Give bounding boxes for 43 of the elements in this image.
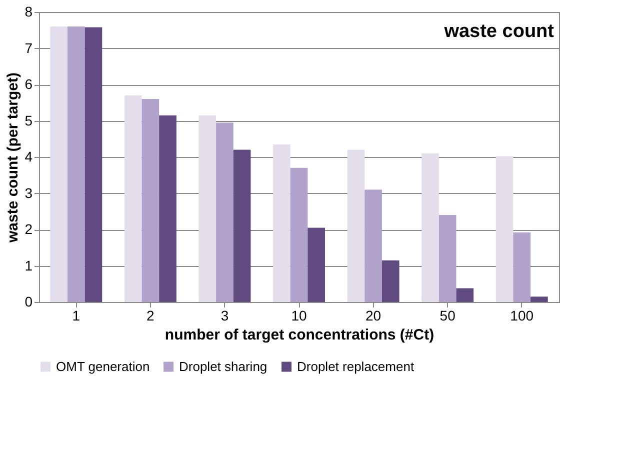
bar <box>84 27 102 302</box>
legend-label: Droplet replacement <box>297 358 414 374</box>
bar <box>142 99 160 302</box>
bar <box>496 156 514 302</box>
x-tick-label: 2 <box>146 308 155 324</box>
bar <box>233 150 251 302</box>
y-tick-label: 1 <box>24 257 33 274</box>
bar <box>67 26 85 302</box>
bar <box>530 296 548 302</box>
legend-label: OMT generation <box>56 358 150 374</box>
x-tick-label: 1 <box>72 308 80 324</box>
legend-label: Droplet sharing <box>179 358 268 374</box>
bar <box>124 95 142 302</box>
x-axis-title: number of target concentrations (#Ct) <box>164 326 434 344</box>
x-tick-label: 50 <box>440 308 456 324</box>
y-tick-label: 2 <box>24 221 33 237</box>
bar <box>513 232 531 302</box>
x-tick-label: 10 <box>291 308 307 324</box>
bar <box>273 144 290 302</box>
y-tick-label: 6 <box>24 76 33 92</box>
bar <box>308 228 325 302</box>
bar <box>364 190 382 302</box>
bar <box>438 215 456 302</box>
x-tick-label: 20 <box>365 308 382 324</box>
bar <box>382 260 400 302</box>
bar <box>198 115 216 302</box>
bar <box>347 150 365 302</box>
bar <box>422 153 439 302</box>
y-tick-label: 4 <box>24 148 33 164</box>
bar <box>456 288 474 302</box>
y-tick-label: 3 <box>24 184 33 201</box>
chart-title: waste count <box>443 21 555 42</box>
bar <box>290 168 308 302</box>
x-tick-label: 3 <box>220 308 229 324</box>
bar <box>50 26 68 302</box>
y-tick-label: 0 <box>24 294 33 310</box>
y-tick-label: 5 <box>24 112 33 128</box>
bar <box>216 122 234 302</box>
bar <box>159 115 176 302</box>
y-tick-label: 8 <box>24 4 33 20</box>
y-axis-title: waste count (per target) <box>4 72 22 244</box>
y-tick-label: 7 <box>24 40 33 56</box>
x-tick-label: 100 <box>510 308 534 324</box>
